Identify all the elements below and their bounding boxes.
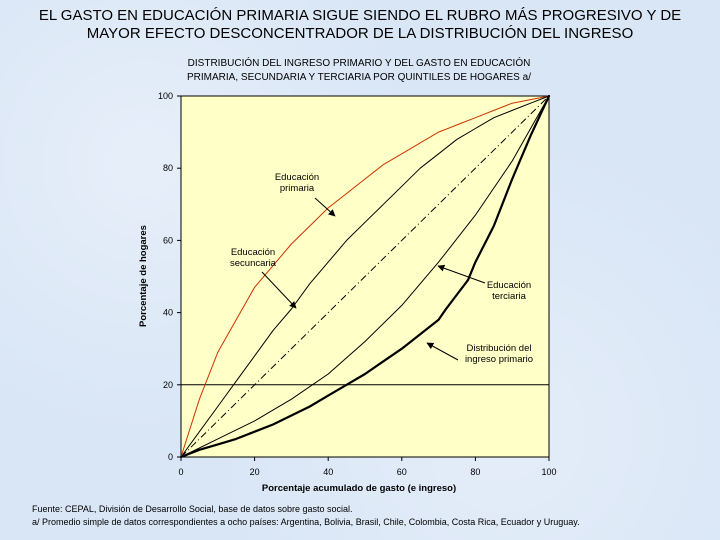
source-note: Fuente: CEPAL, División de Desarrollo So… [32,504,353,514]
x-tick-label: 40 [323,467,333,477]
y-tick-label: 20 [163,380,173,390]
annotation-secundaria-arrow [261,271,297,309]
slide-title: EL GASTO EN EDUCACIÓN PRIMARIA SIGUE SIE… [0,7,720,43]
annotation-terciaria-arrow [437,264,486,284]
y-tick-label: 0 [168,452,173,462]
annotation-primaria-arrow [314,197,336,217]
y-tick-label: 60 [163,235,173,245]
series-line-ingreso-primario [179,94,551,459]
series-line-secundaria [180,95,550,458]
annotation-ingreso-primario-line-1: Distribución del [467,343,532,354]
slide-title-line-2: MAYOR EFECTO DESCONCENTRADOR DE LA DISTR… [86,25,634,42]
series-line-terciaria [180,95,550,458]
notes: Fuente: CEPAL, División de Desarrollo So… [32,503,580,529]
annotation-terciaria-line-2: terciaria [492,291,527,302]
y-tick-label: 80 [163,163,173,173]
annotation-primaria-line-2: primaria [280,183,315,194]
chart-title-line-2: PRIMARIA, SECUNDARIA Y TERCIARIA POR QUI… [187,72,531,83]
y-tick-label: 40 [163,308,173,318]
footnote: a/ Promedio simple de datos correspondie… [32,517,580,527]
chart-title-line-1: DISTRIBUCIÓN DEL INGRESO PRIMARIO Y DEL … [188,56,531,69]
slide-title-line-1: EL GASTO EN EDUCACIÓN PRIMARIA SIGUE SIE… [38,7,682,24]
equality-diagonal [180,95,550,458]
series-line-primaria [180,95,550,458]
annotation-secundaria-line-1: Educación [231,247,275,258]
x-tick-label: 20 [250,467,260,477]
annotation-ingreso-primario-arrow [426,342,459,361]
x-axis-label: Porcentaje acumulado de gasto (e ingreso… [262,483,456,494]
x-tick-label: 60 [397,467,407,477]
x-tick-label: 80 [470,467,480,477]
annotation-primaria-line-1: Educación [275,172,319,183]
annotation-terciaria-line-1: Educación [487,280,531,291]
y-tick-label: 100 [158,91,173,101]
x-tick-label: 0 [178,467,183,477]
annotation-secundaria-line-2: secuncaria [230,258,277,269]
y-axis-label: Porcentaje de hogares [138,225,149,327]
annotation-ingreso-primario-line-2: ingreso primario [465,354,533,365]
x-tick-label: 100 [541,467,556,477]
